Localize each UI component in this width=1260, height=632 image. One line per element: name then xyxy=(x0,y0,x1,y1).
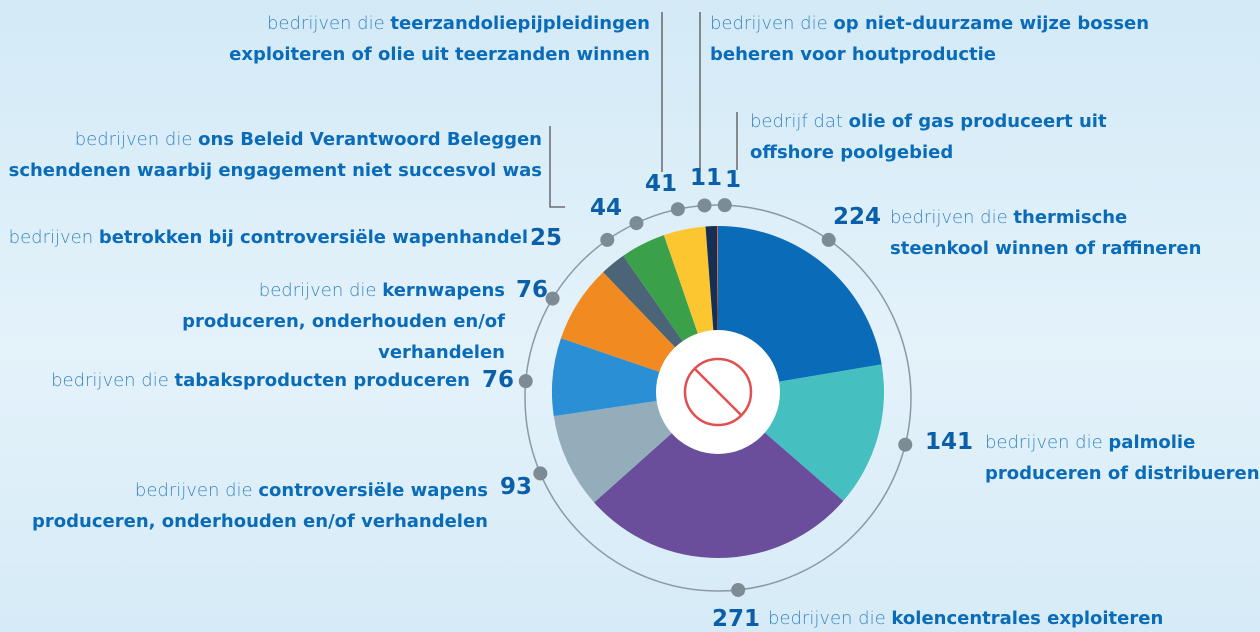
slice-label: bedrijf dat olie of gas produceert uit o… xyxy=(750,106,1110,168)
value-label: 93 xyxy=(500,474,533,500)
ring-dot xyxy=(898,437,913,452)
ring-dot xyxy=(717,198,732,213)
ring-dot xyxy=(697,198,712,213)
value-label: 76 xyxy=(516,277,549,303)
slice-label: bedrijven die thermische steenkool winne… xyxy=(890,202,1220,264)
value-label: 11 xyxy=(690,165,723,191)
label-prefix: bedrijven die xyxy=(258,280,377,301)
label-prefix: bedrijven die xyxy=(74,129,193,150)
value-label: 76 xyxy=(482,367,515,393)
label-prefix: bedrijf dat xyxy=(750,111,843,132)
value-label: 44 xyxy=(590,195,623,221)
ring-dot xyxy=(821,232,836,247)
label-highlight: thermische steenkool winnen of raffinere… xyxy=(890,207,1202,259)
label-highlight: op niet-duurzame wijze bossen beheren vo… xyxy=(710,13,1150,65)
ring-dot xyxy=(731,582,746,597)
slice xyxy=(594,392,844,558)
ring-dot xyxy=(670,202,685,217)
leader-lines xyxy=(549,12,738,208)
slice-label: bedrijven die kernwapens produceren, ond… xyxy=(145,275,505,368)
label-prefix: bedrijven die xyxy=(267,13,385,34)
label-highlight: teerzandoliepijpleidingen exploiteren of… xyxy=(229,13,650,65)
label-highlight: betrokken bij controversiële wapenhandel xyxy=(98,227,528,248)
slice-label: bedrijven die tabaksproducten produceren xyxy=(0,365,470,396)
value-label: 224 xyxy=(833,204,882,230)
label-prefix: bedrijven die xyxy=(710,13,828,34)
value-label: 271 xyxy=(712,606,761,632)
label-highlight: olie of gas produceert uit offshore pool… xyxy=(750,111,1107,163)
ring-dot xyxy=(629,216,644,231)
value-label: 41 xyxy=(645,171,678,197)
label-prefix: bedrijven die xyxy=(768,608,886,629)
ring-dot xyxy=(533,466,548,481)
label-prefix: bedrijven die xyxy=(51,370,169,391)
value-label: 141 xyxy=(925,429,974,455)
slice-label: bedrijven die kolencentrales exploiteren xyxy=(768,603,1188,632)
value-label: 25 xyxy=(530,225,563,251)
ring-dot xyxy=(518,374,533,389)
slice-label: bedrijven die controversiële wapens prod… xyxy=(8,475,488,537)
slice-label: bedrijven die op niet-duurzame wijze bos… xyxy=(710,8,1180,70)
slice-label: bedrijven betrokken bij controversiële w… xyxy=(0,222,528,253)
prohibit-icon-bar xyxy=(694,368,742,416)
ring-dot xyxy=(545,291,560,306)
label-highlight: tabaksproducten produceren xyxy=(174,370,470,391)
slice-label: bedrijven die palmolie produceren of dis… xyxy=(985,427,1260,489)
label-prefix: bedrijven xyxy=(8,227,94,248)
label-highlight: kolencentrales exploiteren xyxy=(891,608,1164,629)
label-highlight: controversiële wapens produceren, onderh… xyxy=(32,480,488,532)
leader-line xyxy=(549,126,565,208)
label-highlight: ons Beleid Verantwoord Beleggen schenden… xyxy=(8,129,542,181)
label-prefix: bedrijven die xyxy=(134,480,253,501)
slice-label: bedrijven die ons Beleid Verantwoord Bel… xyxy=(0,124,542,186)
ring-dot xyxy=(600,232,615,247)
value-label: 1 xyxy=(725,167,742,193)
label-highlight: kernwapens produceren, onderhouden en/of… xyxy=(182,280,505,363)
label-prefix: bedrijven die xyxy=(890,207,1008,228)
label-highlight: palmolie produceren of distribueren xyxy=(985,432,1260,484)
label-prefix: bedrijven die xyxy=(985,432,1103,453)
slice-label: bedrijven die teerzandoliepijpleidingen … xyxy=(210,8,650,70)
prohibit-icon xyxy=(683,357,753,427)
